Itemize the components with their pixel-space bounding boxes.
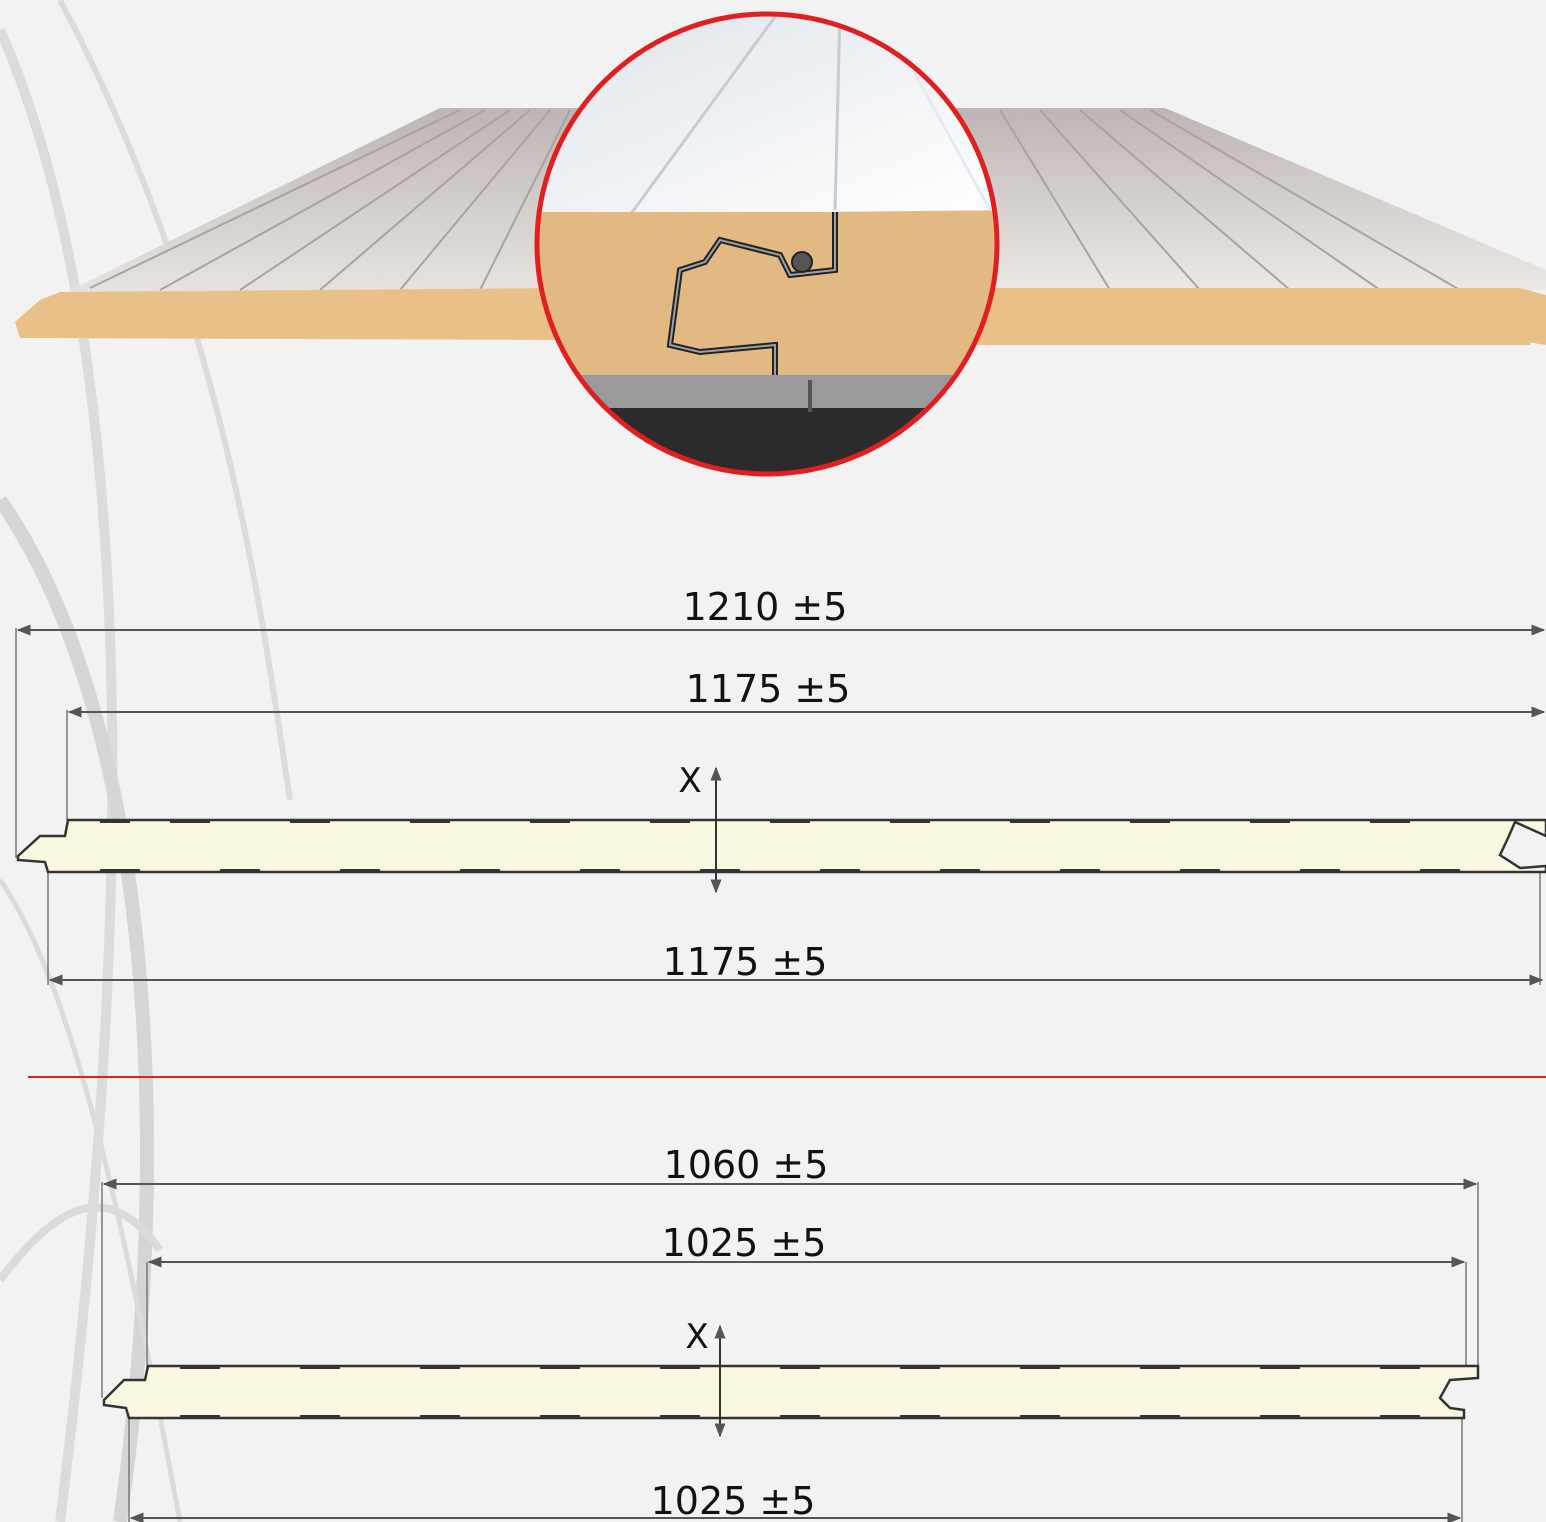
panel-2-section: 1060 ±5 1025 ±5 X 1025 ±5: [101, 1143, 1480, 1522]
detail-purlin: [537, 375, 997, 410]
panel-2-ribs: [180, 1367, 1420, 1417]
detail-foam: [537, 212, 997, 382]
thickness-label: X: [678, 761, 701, 801]
dimension-label-cover-width-bottom: 1175 ±5: [663, 940, 828, 984]
dimension-label-cover-width-bottom-2: 1025 ±5: [651, 1479, 816, 1522]
panel-1-profile: [16, 818, 1546, 874]
dimension-label-overall-width: 1210 ±5: [683, 585, 848, 629]
detail-sheet-surface: [537, 14, 997, 215]
fastener-screw: [791, 251, 813, 273]
dimension-label-cover-width-top-2: 1025 ±5: [662, 1221, 827, 1265]
panel-ribs: [89, 109, 1461, 291]
panel-2-profile: [102, 1364, 1480, 1420]
dimension-label-overall-width-2: 1060 ±5: [664, 1143, 829, 1187]
panel-foam-core: [15, 288, 580, 340]
panel-3d-illustration: [15, 108, 1546, 345]
dimension-label-cover-width-top: 1175 ±5: [686, 667, 851, 711]
panel-1-section: 1210 ±5 1175 ±5 X 1175 ±5: [15, 585, 1546, 986]
panel-foam-core-right-fill: [950, 290, 1530, 345]
thickness-label-2: X: [685, 1317, 708, 1357]
joint-detail-circle: [534, 11, 1000, 477]
